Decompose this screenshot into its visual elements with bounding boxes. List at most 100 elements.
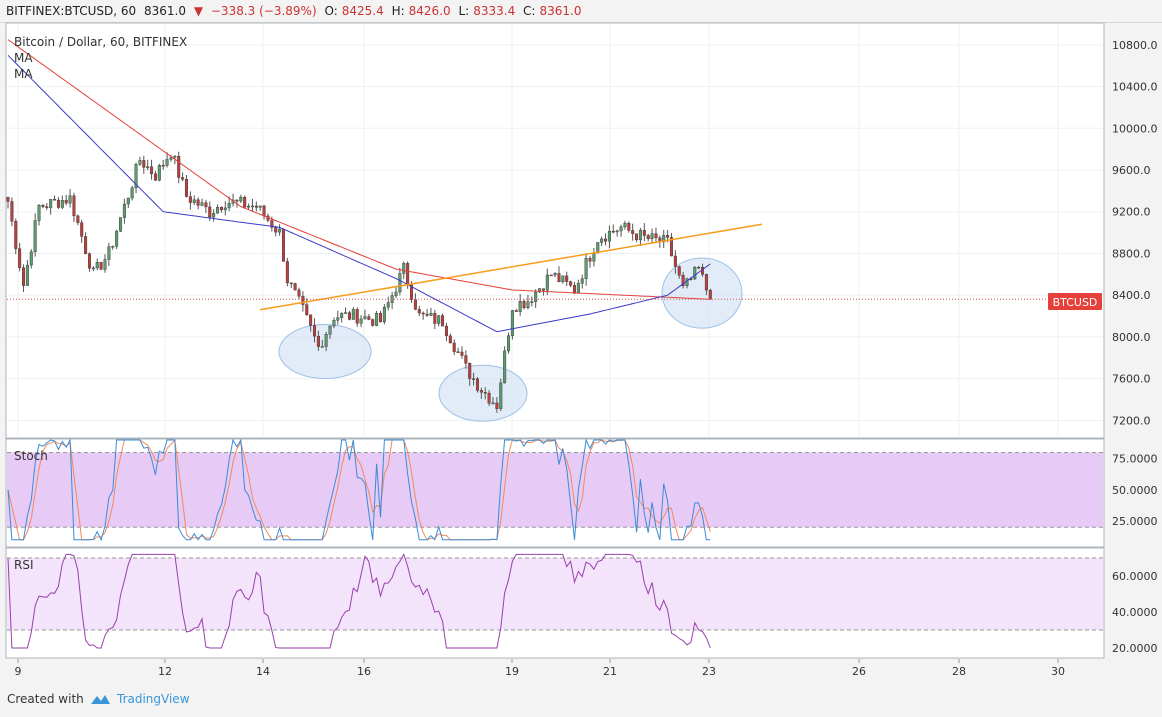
price-tick-label: 9200.0 (1112, 206, 1151, 219)
price-tag: BTCUSD (1048, 293, 1102, 310)
candle-body (518, 301, 522, 312)
candle-body (10, 201, 14, 222)
candle-body (336, 317, 340, 321)
candle-body (437, 315, 441, 324)
candle-body (316, 335, 320, 347)
candle-body (619, 226, 623, 232)
candle-body (297, 289, 301, 297)
candle-body (347, 312, 351, 320)
close-label: C: (523, 4, 536, 18)
candle-body (270, 220, 274, 228)
candle-body (344, 312, 348, 314)
candle-body (572, 285, 576, 294)
candle-body (417, 309, 421, 314)
candle-body (677, 266, 681, 276)
price-tick-label: 10000.0 (1112, 122, 1158, 135)
price-tick-label: 8000.0 (1112, 331, 1151, 344)
candle-body (464, 355, 468, 364)
candle-body (367, 316, 371, 320)
price-tag-bg (1048, 293, 1102, 310)
candle-body (115, 230, 119, 247)
candle-body (545, 274, 549, 291)
rsi-band (7, 558, 1103, 630)
candle-body (569, 281, 573, 286)
symbol-name[interactable]: BITFINEX:BTCUSD, 60 (6, 4, 137, 18)
osc-tick-label: 60.0000 (1112, 570, 1158, 583)
candle-body (382, 306, 386, 323)
high-label: H: (391, 4, 405, 18)
candle-body (611, 230, 615, 233)
candle-body (390, 295, 394, 303)
candle-body (200, 202, 204, 206)
candle-body (254, 205, 258, 208)
candle-body (355, 309, 359, 324)
time-tick-label: 30 (1051, 665, 1065, 678)
price-pane[interactable] (5, 22, 1105, 439)
candle-body (130, 187, 134, 199)
candle-body (669, 237, 673, 257)
high-value: 8426.0 (408, 4, 451, 18)
candle-body (87, 253, 91, 269)
candle-body (631, 230, 635, 234)
candle-body (103, 259, 107, 270)
created-with-label: Created with (7, 692, 84, 706)
candle-body (580, 278, 584, 284)
candle-body (219, 207, 223, 211)
candle-body (600, 238, 604, 243)
candle-body (239, 197, 243, 202)
support-ellipse (278, 324, 372, 380)
candle-body (262, 205, 266, 217)
candle-body (363, 316, 367, 320)
candle-body (313, 325, 317, 337)
candle-body (650, 233, 654, 239)
price-tick-label: 8400.0 (1112, 289, 1151, 302)
tradingview-link[interactable]: TradingView (117, 692, 190, 706)
candle-body (697, 266, 701, 269)
candle-body (534, 291, 538, 302)
time-tick-label: 21 (603, 665, 617, 678)
ma-label-2: MA (14, 67, 33, 81)
candle-body (142, 160, 146, 168)
candle-body (60, 200, 64, 208)
candle-body (6, 197, 10, 202)
candle-body (309, 314, 313, 326)
candle-body (332, 320, 336, 327)
candle-body (646, 235, 650, 239)
osc-tick-label: 25.0000 (1112, 515, 1158, 528)
candle-body (169, 157, 173, 160)
candle-body (394, 291, 398, 296)
rsi-axis: 60.0000 40.0000 20.0000 (1112, 570, 1158, 655)
rsi-title: RSI (14, 558, 34, 572)
candle-body (111, 246, 115, 248)
candle-body (592, 252, 596, 262)
candle-body (642, 230, 646, 236)
candle-body (56, 199, 60, 208)
candle-body (161, 165, 165, 167)
candle-body (654, 233, 658, 239)
candle-body (208, 206, 212, 218)
candle-body (541, 288, 545, 291)
candle-body (95, 262, 99, 269)
tradingview-cloud-icon (91, 695, 110, 704)
candle-body (378, 313, 382, 323)
candle-body (452, 342, 456, 352)
candle-body (76, 215, 80, 223)
candle-body (499, 382, 503, 409)
candle-body (627, 223, 631, 231)
candle-body (576, 283, 580, 294)
candle-body (212, 212, 216, 218)
resistance-trendline[interactable] (259, 223, 763, 311)
candle-body (596, 242, 600, 254)
candle-body (41, 205, 45, 207)
ma-slow-line (7, 39, 711, 300)
chart-area[interactable]: Bitcoin / Dollar, 60, BITFINEX MA MA 108… (0, 22, 1162, 684)
candle-body (223, 207, 227, 211)
open-label: O: (324, 4, 338, 18)
ma-fast-line (7, 54, 711, 333)
candle-body (216, 207, 220, 214)
candle-body (503, 350, 507, 384)
candle-body (623, 223, 627, 228)
candle-body (99, 262, 103, 270)
candle-body (673, 255, 677, 267)
candle-body (157, 165, 161, 181)
